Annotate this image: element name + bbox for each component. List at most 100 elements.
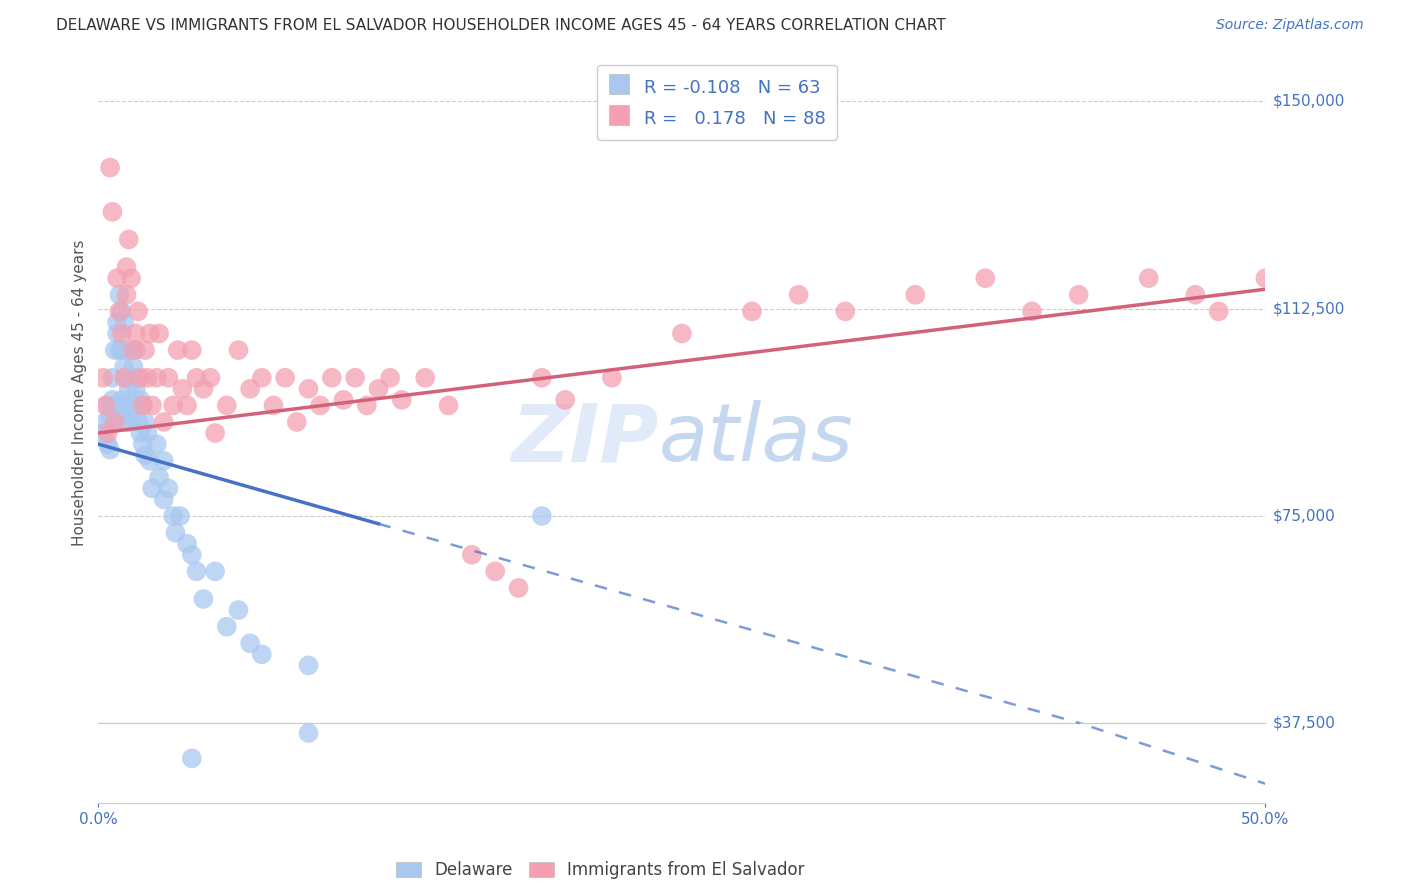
Point xyxy=(91,425,114,440)
Point xyxy=(1067,287,1090,301)
Point xyxy=(104,415,127,429)
Point xyxy=(344,370,367,384)
Legend: R = -0.108   N = 63, R =   0.178   N = 88: R = -0.108 N = 63, R = 0.178 N = 88 xyxy=(598,65,837,140)
Point xyxy=(127,415,149,429)
Point xyxy=(94,415,117,429)
Point xyxy=(139,454,162,468)
Point xyxy=(118,382,141,396)
Point xyxy=(309,398,332,412)
Point xyxy=(180,548,202,562)
Point xyxy=(274,370,297,384)
Point xyxy=(250,648,273,662)
Point xyxy=(112,398,135,412)
Point xyxy=(98,161,121,175)
Point xyxy=(97,425,120,440)
Point xyxy=(176,537,198,551)
Point xyxy=(530,509,553,524)
Point xyxy=(413,370,436,384)
Text: $112,500: $112,500 xyxy=(1272,301,1344,316)
Point xyxy=(112,359,135,374)
Point xyxy=(98,409,121,424)
Point xyxy=(239,636,262,650)
Point xyxy=(1254,271,1277,285)
Point xyxy=(111,304,134,318)
Point xyxy=(437,398,460,412)
Point xyxy=(91,370,114,384)
Point xyxy=(152,415,174,429)
Point xyxy=(600,370,623,384)
Text: ZIP: ZIP xyxy=(512,401,658,478)
Point xyxy=(530,370,553,384)
Point xyxy=(297,658,319,673)
Text: Source: ZipAtlas.com: Source: ZipAtlas.com xyxy=(1216,18,1364,32)
Point xyxy=(129,392,152,407)
Point xyxy=(176,398,198,412)
Point xyxy=(105,315,128,329)
Point xyxy=(104,415,127,429)
Point xyxy=(115,415,138,429)
Point xyxy=(141,482,163,496)
Point xyxy=(1021,304,1043,318)
Point xyxy=(120,404,142,418)
Point xyxy=(228,603,250,617)
Point xyxy=(200,370,222,384)
Point xyxy=(508,581,530,595)
Point xyxy=(787,561,810,575)
Point xyxy=(115,260,138,274)
Point xyxy=(136,425,159,440)
Point xyxy=(152,454,174,468)
Point xyxy=(162,398,184,412)
Point xyxy=(129,370,152,384)
Point xyxy=(285,415,308,429)
Point xyxy=(111,343,134,357)
Point xyxy=(180,343,202,357)
Point xyxy=(1184,287,1206,301)
Point xyxy=(104,343,127,357)
Point xyxy=(122,343,145,357)
Point xyxy=(122,359,145,374)
Point xyxy=(186,370,208,384)
Point xyxy=(297,382,319,396)
Point xyxy=(172,382,194,396)
Point xyxy=(204,565,226,579)
Point xyxy=(215,398,238,412)
Point xyxy=(120,370,142,384)
Point xyxy=(741,304,763,318)
Point xyxy=(94,398,117,412)
Point xyxy=(108,343,131,357)
Point xyxy=(111,392,134,407)
Point xyxy=(332,392,354,407)
Point xyxy=(118,415,141,429)
Point xyxy=(165,525,187,540)
Point xyxy=(904,586,927,600)
Text: $75,000: $75,000 xyxy=(1272,508,1336,524)
Point xyxy=(1137,271,1160,285)
Point xyxy=(321,370,343,384)
Point xyxy=(101,204,124,219)
Point xyxy=(118,232,141,246)
Point xyxy=(108,304,131,318)
Point xyxy=(157,370,180,384)
Legend: Delaware, Immigrants from El Salvador: Delaware, Immigrants from El Salvador xyxy=(389,855,811,886)
Point xyxy=(162,509,184,524)
Point xyxy=(152,492,174,507)
Point xyxy=(115,370,138,384)
Point xyxy=(367,382,389,396)
Point xyxy=(97,398,120,412)
Point xyxy=(834,304,856,318)
Point xyxy=(101,392,124,407)
Point xyxy=(105,271,128,285)
Point xyxy=(132,398,155,412)
Point xyxy=(148,326,170,341)
Point xyxy=(127,304,149,318)
Point xyxy=(134,415,156,429)
Point xyxy=(239,382,262,396)
Point xyxy=(125,382,148,396)
Point xyxy=(356,398,378,412)
Point xyxy=(108,398,131,412)
Point xyxy=(139,326,162,341)
Point xyxy=(136,370,159,384)
Point xyxy=(129,425,152,440)
Point xyxy=(125,326,148,341)
Point xyxy=(904,287,927,301)
